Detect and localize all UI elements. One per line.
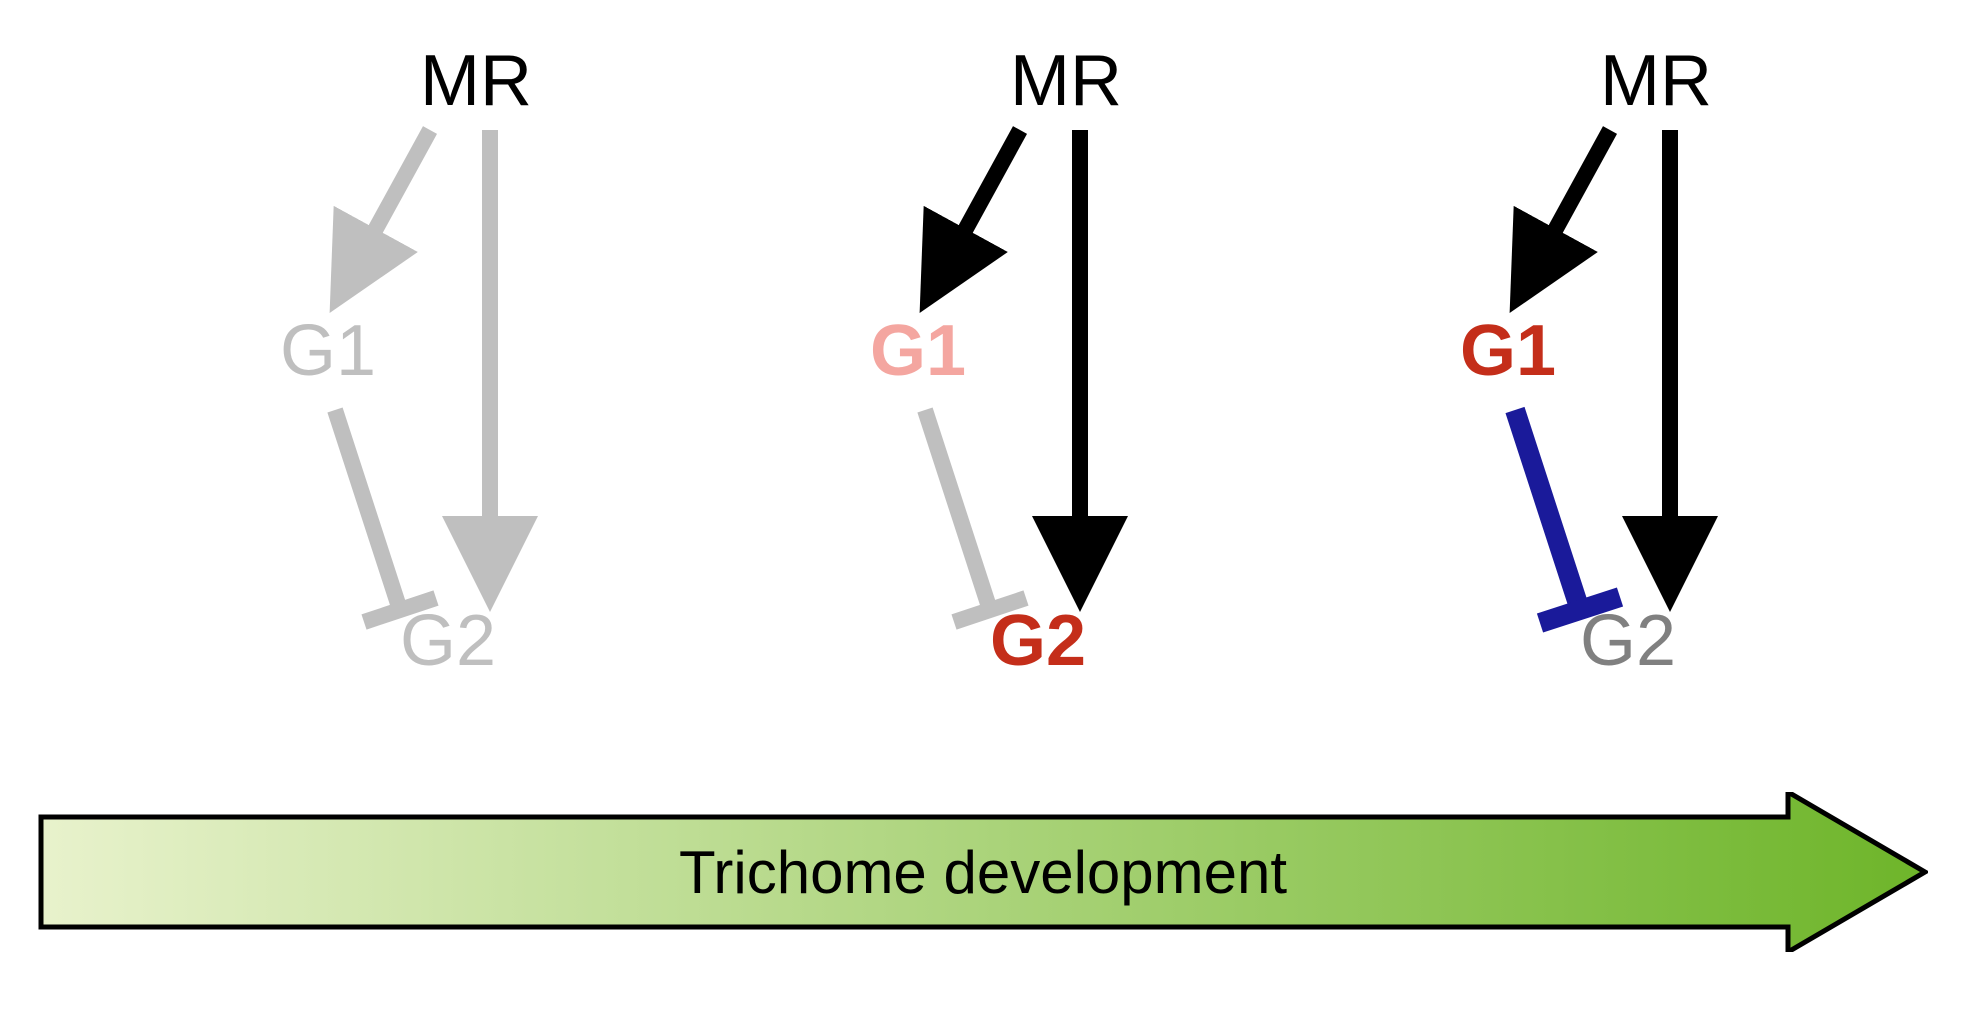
development-arrow: Trichome development xyxy=(38,792,1928,952)
panel-stage-1: MR G1 G2 xyxy=(150,40,650,720)
node-mr-1: MR xyxy=(420,40,532,122)
panel-stage-3: MR G1 G2 xyxy=(1330,40,1830,720)
node-mr-3: MR xyxy=(1600,40,1712,122)
node-g2-3: G2 xyxy=(1580,600,1676,682)
node-g2-2: G2 xyxy=(990,600,1086,682)
node-mr-2: MR xyxy=(1010,40,1122,122)
diagram-container: MR G1 G2 MR G1 G2 xyxy=(0,0,1977,1014)
node-g2-1: G2 xyxy=(400,600,496,682)
node-g1-3: G1 xyxy=(1460,310,1556,392)
panel-stage-2: MR G1 G2 xyxy=(740,40,1240,720)
node-g1-2: G1 xyxy=(870,310,966,392)
node-g1-1: G1 xyxy=(280,310,376,392)
development-arrow-svg xyxy=(38,792,1928,952)
